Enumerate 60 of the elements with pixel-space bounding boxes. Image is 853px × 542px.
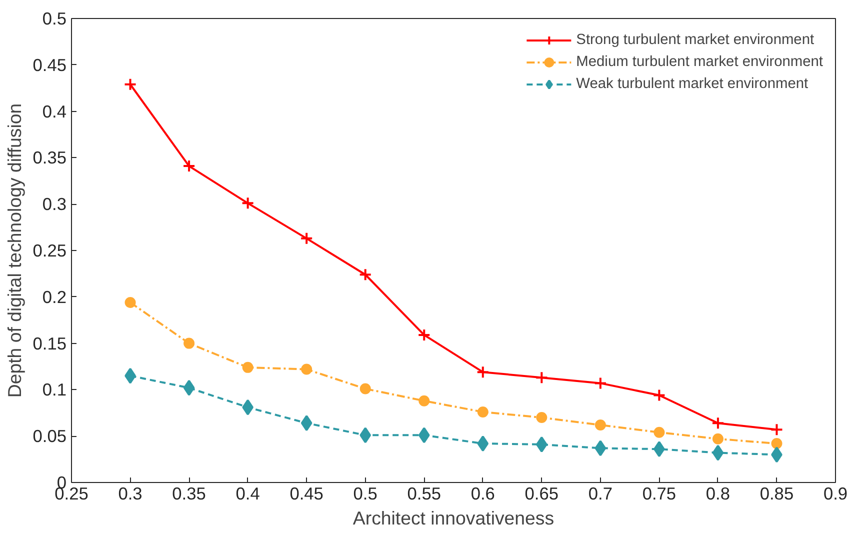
- point: [360, 427, 372, 444]
- x-tick-label: 0.55: [407, 484, 441, 504]
- point: [770, 423, 784, 436]
- point: [652, 388, 666, 402]
- point: [124, 78, 137, 91]
- x-tick-label: 0.9: [823, 484, 848, 504]
- point: [476, 366, 490, 379]
- y-tick-label: 0.05: [32, 426, 67, 446]
- point: [711, 416, 724, 430]
- x-tick-label: 0.6: [470, 484, 495, 504]
- x-tick-label: 0.8: [706, 484, 730, 504]
- point: [360, 383, 371, 394]
- y-tick-label: 0.25: [32, 240, 67, 260]
- point: [182, 160, 196, 173]
- point: [418, 328, 431, 342]
- point: [124, 296, 136, 308]
- point: [300, 415, 312, 432]
- point: [477, 436, 489, 452]
- y-tick-label: 0.5: [42, 8, 67, 28]
- x-tick-label: 0.65: [524, 484, 559, 504]
- y-tick-label: 0.1: [42, 380, 67, 400]
- point: [241, 196, 254, 210]
- y-tick-label: 0.45: [32, 54, 67, 75]
- y-tick-label: 0.3: [42, 194, 67, 214]
- y-tick-label: 0.2: [42, 286, 67, 307]
- point: [535, 371, 548, 384]
- point: [300, 232, 314, 245]
- point: [183, 380, 195, 396]
- y-tick-label: 0.15: [32, 333, 67, 354]
- x-tick-label: 0.4: [236, 484, 260, 504]
- point: [712, 433, 724, 444]
- x-tick-label: 0.75: [642, 484, 676, 504]
- x-tick-label: 0.85: [760, 484, 794, 504]
- y-tick-label: 0.35: [32, 148, 67, 168]
- point: [242, 362, 254, 373]
- x-tick-label: 0.45: [290, 484, 324, 504]
- point: [594, 376, 607, 390]
- point: [477, 406, 488, 418]
- y-tick-label: 0.4: [42, 101, 67, 122]
- point: [418, 427, 430, 444]
- point: [301, 364, 312, 375]
- legend-label: Medium turbulent market environment: [576, 54, 823, 70]
- point: [536, 436, 548, 452]
- point: [771, 438, 782, 450]
- legend-label: Weak turbulent market environment: [576, 76, 808, 92]
- point: [594, 419, 606, 430]
- y-axis-title: Depth of digital technology diffusion: [4, 103, 25, 398]
- point: [712, 444, 724, 461]
- point: [594, 440, 606, 456]
- x-tick-label: 0.3: [118, 484, 142, 504]
- point: [184, 338, 195, 349]
- x-tick-label: 0.35: [172, 484, 206, 504]
- x-axis-title: Architect innovativeness: [352, 508, 554, 528]
- point: [536, 412, 548, 424]
- point: [418, 395, 430, 406]
- x-tick-label: 0.5: [353, 484, 378, 504]
- legend-label: Strong turbulent market environment: [576, 32, 814, 48]
- point: [358, 268, 372, 282]
- point: [654, 426, 665, 438]
- x-tick-label: 0.7: [588, 484, 612, 504]
